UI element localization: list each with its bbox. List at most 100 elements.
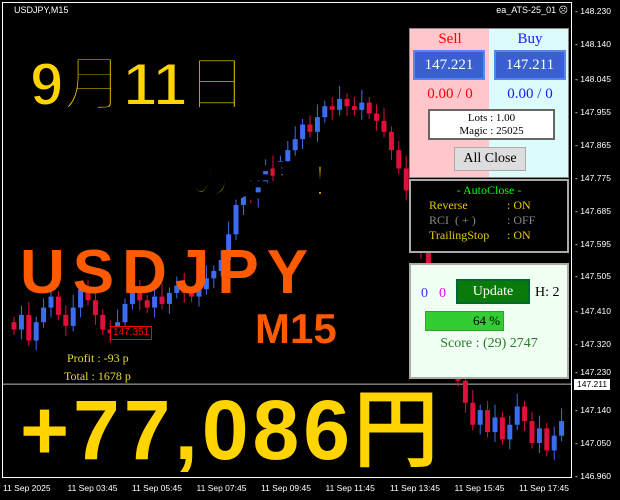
candle-body (529, 421, 535, 444)
price-tick: - 147.865 (575, 139, 611, 150)
autoclose-row-trailing[interactable]: TrailingStop: ON (411, 228, 567, 243)
candle-body (11, 322, 17, 330)
overlay-subtitle: の結果！ (189, 160, 351, 204)
current-price-label: 147.211 (574, 378, 611, 390)
candle-body (233, 205, 239, 235)
price-tick: - 147.410 (575, 306, 611, 317)
candle-body (366, 102, 372, 114)
lots-magic-box: Lots : 1.00 Magic : 25025 (428, 109, 555, 140)
count-blue: 0 (421, 286, 428, 301)
row-name: RCI ( + ) (429, 213, 476, 227)
candle-body (85, 289, 91, 301)
candle-body (381, 120, 387, 132)
candle-body (240, 190, 246, 206)
time-tick: 11 Sep 15:45 (454, 483, 505, 493)
progress-bar: 64 % (425, 311, 548, 331)
time-tick: 11 Sep 11:45 (325, 483, 375, 493)
candle-body (189, 292, 195, 297)
candle-body (122, 303, 128, 323)
candle-body (314, 117, 320, 132)
candle-body (196, 289, 202, 297)
price-tick: - 148.045 (575, 73, 611, 84)
sad-face-icon: ☹ (558, 5, 568, 15)
candle-body (255, 183, 261, 198)
candle-body (129, 292, 135, 304)
candle-body (152, 296, 158, 308)
candle-body (174, 285, 180, 293)
time-tick: 11 Sep 07:45 (196, 483, 247, 493)
price-tick: - 147.140 (575, 405, 611, 416)
price-tick: - 147.320 (575, 339, 611, 350)
candle-body (551, 435, 557, 451)
candle-body (470, 402, 476, 425)
candle-body (18, 314, 24, 330)
candle-body (92, 300, 98, 315)
price-tick: - 148.230 (575, 6, 611, 16)
buy-label: Buy (517, 31, 543, 47)
candle-body (559, 421, 565, 436)
progress-label: 64 % (472, 313, 501, 328)
candle-body (544, 428, 550, 451)
candle-body (329, 106, 335, 110)
candle-body (359, 102, 365, 110)
candle-body (55, 296, 61, 315)
sell-button[interactable]: 147.221 (413, 50, 485, 80)
time-tick: 11 Sep 2025 (3, 483, 51, 493)
candle-body (159, 296, 165, 304)
candle-body (26, 314, 32, 341)
candle-body (322, 106, 328, 118)
count-magenta: 0 (439, 286, 446, 301)
update-button[interactable]: Update (456, 279, 530, 304)
buy-button[interactable]: 147.211 (494, 50, 566, 80)
candle-body (33, 322, 39, 341)
symbol-label: USDJPY,M15 (14, 5, 69, 15)
candle-body (462, 380, 468, 403)
time-tick: 11 Sep 05:45 (132, 483, 182, 493)
time-tick: 11 Sep 17:45 (519, 483, 569, 493)
candle-body (396, 150, 402, 169)
candle-body (263, 168, 269, 184)
h-value: H: 2 (535, 285, 560, 300)
candle-body (307, 124, 313, 132)
candle-body (277, 161, 283, 176)
candle-body (48, 296, 54, 308)
profit-stat: Profit : -93 p (67, 351, 129, 365)
time-tick: 11 Sep 13:45 (390, 483, 440, 493)
time-tick: 11 Sep 03:45 (67, 483, 118, 493)
candle-body (78, 289, 84, 308)
price-tick: - 147.595 (575, 238, 611, 249)
total-stat: Total : 1678 p (64, 369, 131, 383)
candle-body (218, 259, 224, 271)
candle-body (337, 98, 343, 110)
candle-body (507, 424, 513, 440)
candle-body (181, 285, 187, 293)
lots-value: Lots : 1.00 (467, 112, 516, 124)
candle-body (388, 131, 394, 151)
candle-body (285, 150, 291, 162)
autoclose-row-reverse[interactable]: Reverse : ON (411, 198, 567, 213)
candle-body (203, 278, 209, 290)
sell-position: 0.00 / 0 (427, 86, 473, 102)
candle-body (100, 314, 106, 330)
candle-body (41, 307, 47, 323)
all-close-button[interactable]: All Close (454, 147, 526, 171)
candle-body (492, 417, 498, 433)
candle-body (351, 106, 357, 110)
price-tick: - 147.775 (575, 172, 611, 183)
row-value: : ON (507, 198, 531, 212)
autoclose-title: - AutoClose - (456, 183, 522, 197)
price-tick: - 147.050 (575, 438, 611, 449)
autoclose-panel: - AutoClose - Reverse : ON RCI ( + ): OFF… (409, 179, 569, 253)
autoclose-row-rci[interactable]: RCI ( + ): OFF (411, 213, 567, 228)
candle-body (248, 190, 254, 198)
candle-body (403, 168, 409, 191)
candle-body (70, 307, 76, 326)
time-tick: 11 Sep 09:45 (261, 483, 311, 493)
row-name: TrailingStop (429, 228, 490, 242)
candle-body (514, 406, 520, 425)
candle-body (499, 417, 505, 440)
candle-body (144, 300, 150, 308)
score-panel: 0 0 Update H: 2 64 % Score : (29) 2747 (409, 263, 569, 379)
buy-position: 0.00 / 0 (507, 86, 553, 102)
row-name: Reverse (429, 198, 468, 212)
